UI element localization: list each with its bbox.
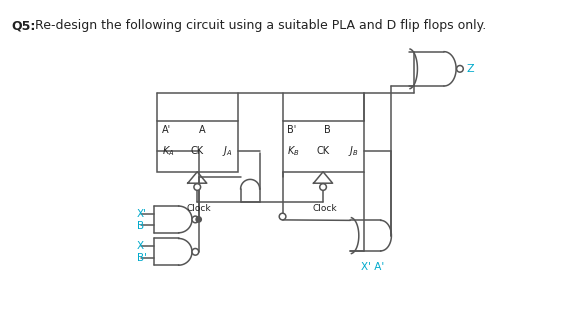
Text: A: A [199, 125, 205, 135]
Circle shape [196, 217, 201, 222]
Bar [282, 121, 363, 172]
Text: Clock: Clock [187, 204, 211, 213]
Text: $K_A$: $K_A$ [161, 144, 174, 158]
Text: Q5:: Q5: [11, 19, 35, 32]
Circle shape [192, 248, 198, 255]
Text: B': B' [137, 254, 147, 264]
Circle shape [192, 216, 198, 223]
Text: CK: CK [191, 146, 204, 156]
Text: Z: Z [466, 64, 474, 74]
Circle shape [194, 184, 201, 190]
Text: $K_B$: $K_B$ [287, 144, 300, 158]
Text: X: X [137, 241, 144, 251]
Text: CK: CK [316, 146, 330, 156]
Text: $J_A$: $J_A$ [222, 144, 233, 158]
Text: B: B [325, 125, 331, 135]
Circle shape [279, 213, 286, 220]
Text: X' A': X' A' [362, 262, 384, 272]
Text: B': B' [287, 125, 296, 135]
Text: Clock: Clock [313, 204, 338, 213]
Text: B: B [137, 221, 144, 231]
Text: Re-design the following circuit using a suitable PLA and D flip flops only.: Re-design the following circuit using a … [35, 19, 486, 32]
Bar [157, 121, 238, 172]
Text: $J_B$: $J_B$ [348, 144, 359, 158]
Text: X': X' [137, 209, 147, 219]
Text: A': A' [161, 125, 171, 135]
Circle shape [320, 184, 326, 190]
Circle shape [457, 65, 463, 72]
